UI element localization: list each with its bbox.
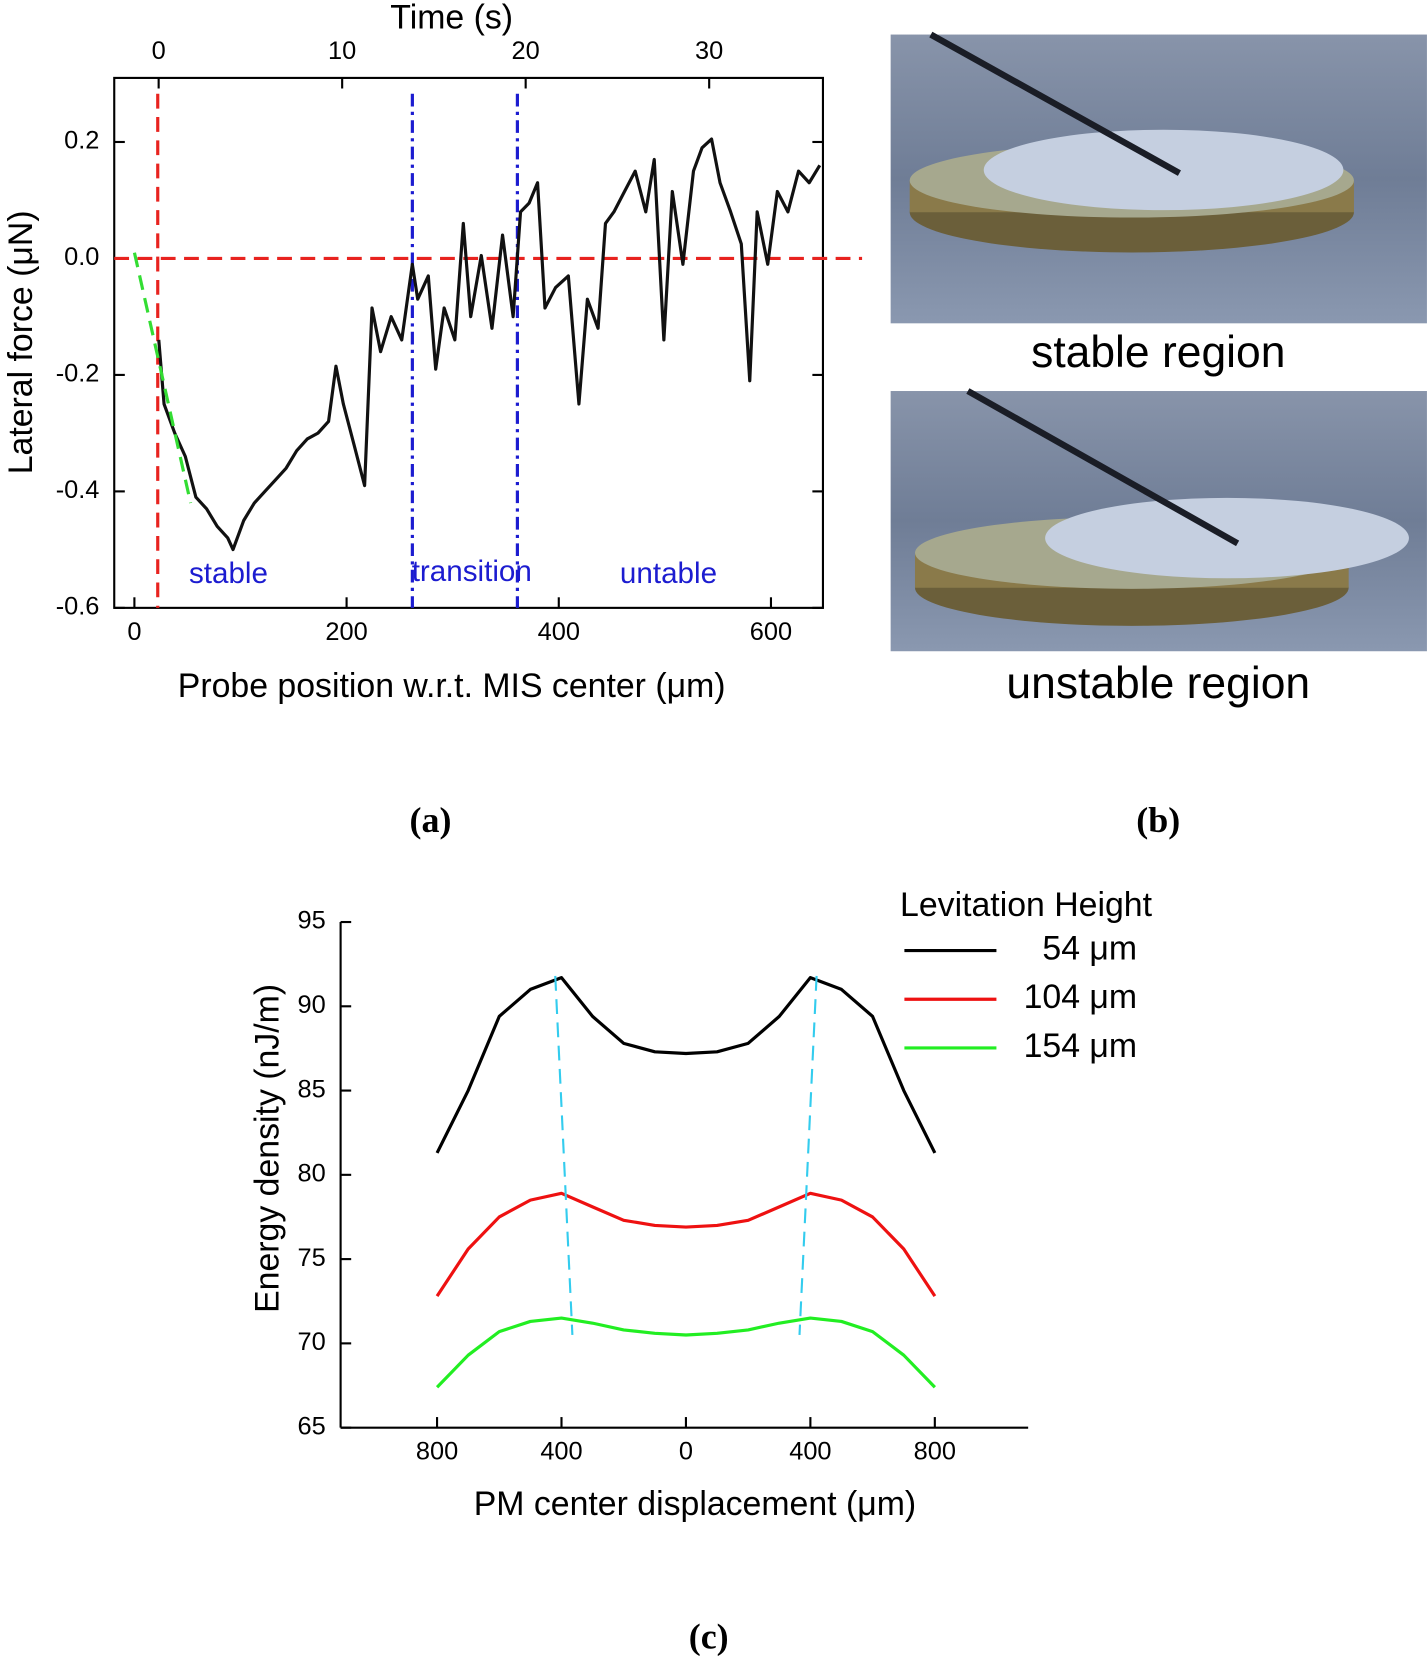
x2-tick-label: 10 — [328, 37, 356, 65]
data-line — [435, 1316, 937, 1389]
data-line — [132, 252, 193, 504]
photo-unstable — [890, 388, 1427, 652]
x2-tick-label: 0 — [152, 37, 166, 65]
y-tick-label: 85 — [298, 1075, 326, 1103]
x2-axis-title: Time (s) — [390, 0, 513, 37]
guide-line — [798, 975, 818, 1335]
x-tick-label: 0 — [127, 618, 141, 646]
y-tick-label: -0.6 — [56, 593, 100, 621]
x2-tick-label: 30 — [695, 37, 723, 65]
x-tick-label: 0 — [679, 1438, 693, 1466]
y-tick-label: 70 — [298, 1328, 326, 1356]
photo-stable — [890, 31, 1427, 324]
x-tick-label: 400 — [789, 1438, 831, 1466]
annotation: stable — [189, 557, 268, 590]
y-tick-label: 0.2 — [64, 127, 99, 155]
photo-caption: stable region — [1031, 328, 1285, 377]
annotation: transition — [412, 555, 532, 588]
y-tick-label: 95 — [298, 907, 326, 935]
x-axis-title: Probe position w.r.t. MIS center (μm) — [178, 667, 726, 705]
legend-label: 104 μm — [1024, 978, 1138, 1016]
y-tick-label: 65 — [298, 1412, 326, 1440]
panel-label: (c) — [689, 1617, 729, 1657]
data-line — [435, 976, 937, 1154]
y-tick-label: 0.0 — [64, 243, 99, 271]
x-tick-label: 400 — [538, 618, 580, 646]
data-line — [157, 137, 822, 552]
legend-title: Levitation Height — [900, 886, 1153, 924]
x-tick-label: 200 — [325, 618, 367, 646]
x-axis-title: PM center displacement (μm) — [474, 1485, 916, 1523]
legend-label: 54 μm — [1042, 930, 1137, 968]
panel-label: (a) — [410, 800, 452, 840]
panel-label: (b) — [1136, 800, 1180, 840]
x2-tick-label: 20 — [512, 37, 540, 65]
y-tick-label: -0.2 — [56, 360, 100, 388]
photo-caption: unstable region — [1006, 659, 1310, 708]
y-axis-title: Energy density (nJ/m) — [249, 984, 287, 1313]
y-axis-title: Lateral force (μN) — [2, 210, 40, 474]
legend-label: 154 μm — [1024, 1027, 1138, 1065]
x-tick-label: 800 — [914, 1438, 956, 1466]
guide-line — [554, 975, 574, 1335]
y-tick-label: 80 — [298, 1160, 326, 1188]
y-tick-label: -0.4 — [56, 476, 100, 504]
x-tick-label: 800 — [416, 1438, 458, 1466]
y-tick-label: 75 — [298, 1244, 326, 1272]
y-tick-label: 90 — [298, 991, 326, 1019]
x-tick-label: 600 — [750, 618, 792, 646]
plot-frame — [113, 76, 825, 609]
x-tick-label: 400 — [540, 1438, 582, 1466]
annotation: untable — [620, 557, 717, 590]
data-line — [435, 1191, 937, 1298]
